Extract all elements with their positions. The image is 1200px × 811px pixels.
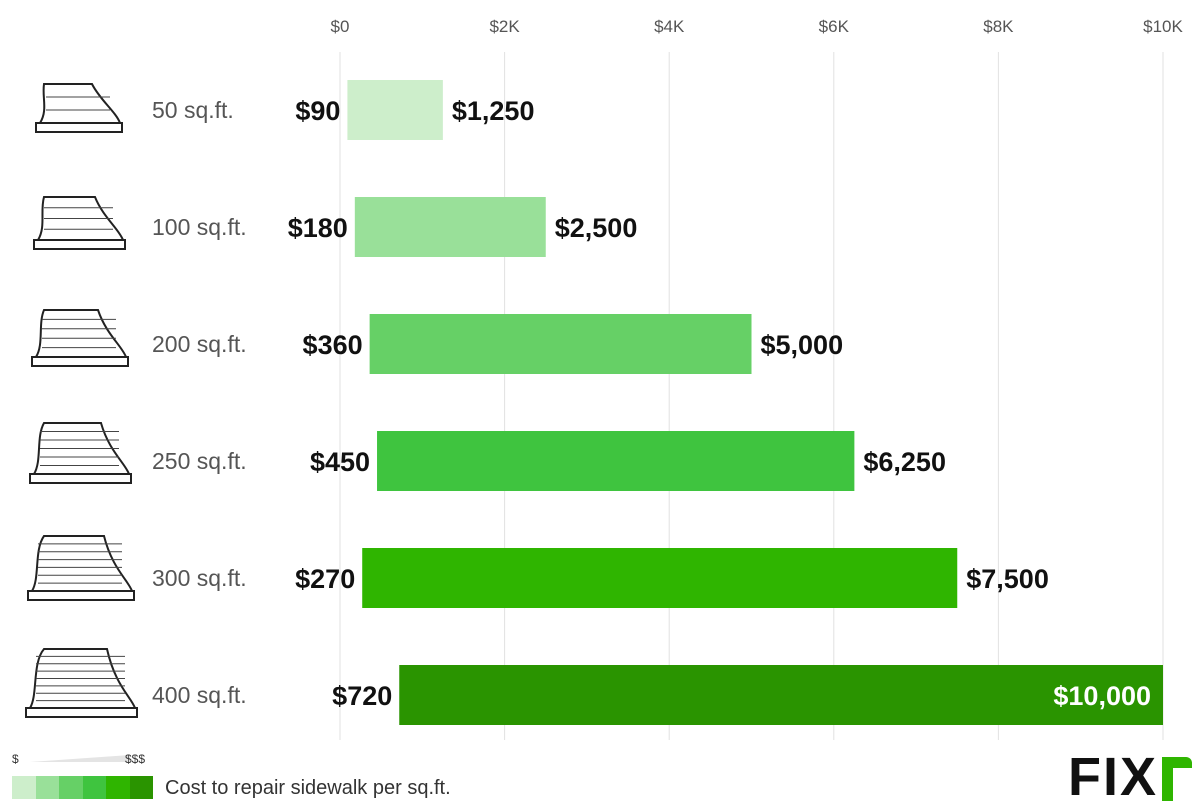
legend-low-label: $	[12, 752, 19, 766]
legend-swatch	[106, 776, 130, 799]
x-tick-label: $2K	[489, 17, 520, 36]
low-value-label: $720	[332, 681, 392, 711]
sidewalk-icon	[29, 422, 132, 484]
legend-caption: Cost to repair sidewalk per sq.ft.	[165, 777, 451, 799]
legend-swatch	[59, 776, 83, 799]
category-label: 250 sq.ft.	[152, 448, 247, 474]
sidewalk-icon	[33, 196, 126, 250]
sidewalk-icon	[25, 648, 138, 718]
logo-text: FIX	[1068, 747, 1159, 807]
high-value-label: $7,500	[966, 564, 1049, 594]
x-tick-label: $8K	[983, 17, 1014, 36]
category-label: 50 sq.ft.	[152, 97, 234, 123]
range-bar	[399, 665, 1164, 725]
sidewalk-icon	[27, 535, 135, 601]
legend-swatch	[82, 776, 106, 799]
range-bar	[377, 431, 855, 491]
x-tick-label: $0	[331, 17, 350, 36]
high-value-label: $1,250	[452, 96, 535, 126]
sidewalk-icon	[31, 309, 129, 367]
range-bar	[347, 80, 443, 140]
category-label: 100 sq.ft.	[152, 214, 247, 240]
low-value-label: $90	[295, 96, 340, 126]
range-bar	[354, 197, 546, 257]
x-tick-label: $4K	[654, 17, 685, 36]
range-bar	[362, 548, 958, 608]
legend: $ $$$ Cost to repair sidewalk per sq.ft.	[12, 752, 482, 802]
category-label: 400 sq.ft.	[152, 682, 247, 708]
low-value-label: $270	[295, 564, 355, 594]
low-value-label: $180	[288, 213, 348, 243]
legend-high-label: $$$	[125, 752, 146, 766]
category-label: 200 sq.ft.	[152, 331, 247, 357]
high-value-label: $6,250	[863, 447, 946, 477]
low-value-label: $450	[310, 447, 370, 477]
category-label: 300 sq.ft.	[152, 565, 247, 591]
high-value-label: $10,000	[1053, 681, 1151, 711]
legend-swatch	[129, 776, 153, 799]
sidewalk-icon	[35, 83, 123, 133]
x-tick-label: $10K	[1143, 17, 1183, 36]
range-bar	[369, 314, 752, 374]
legend-cost-ramp	[30, 755, 130, 762]
range-bar-chart: $0 $2K $4K $6K $8K $10K 50 sq.ft. $90 $1,250 100 …	[25, 17, 1184, 740]
legend-swatches	[12, 776, 153, 799]
legend-swatch	[35, 776, 59, 799]
high-value-label: $5,000	[761, 330, 844, 360]
low-value-label: $360	[303, 330, 363, 360]
high-value-label: $2,500	[555, 213, 638, 243]
fixr-logo: FIX	[1068, 747, 1193, 807]
legend-swatch	[12, 776, 36, 799]
x-tick-label: $6K	[819, 17, 850, 36]
logo-r-icon	[1162, 757, 1193, 801]
